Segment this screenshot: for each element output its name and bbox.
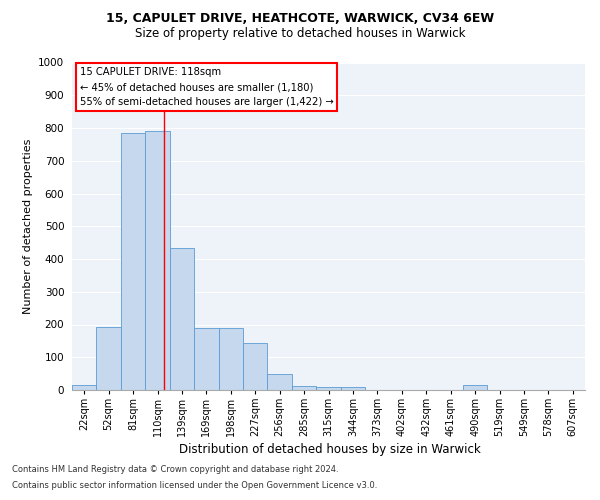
Bar bbox=[97, 327, 121, 390]
Bar bbox=[341, 386, 365, 390]
Bar bbox=[268, 374, 292, 390]
Y-axis label: Number of detached properties: Number of detached properties bbox=[23, 138, 32, 314]
Bar bbox=[463, 385, 487, 390]
Bar bbox=[292, 386, 316, 390]
Text: Contains HM Land Registry data © Crown copyright and database right 2024.: Contains HM Land Registry data © Crown c… bbox=[12, 466, 338, 474]
Text: Size of property relative to detached houses in Warwick: Size of property relative to detached ho… bbox=[135, 28, 465, 40]
Bar bbox=[316, 386, 341, 390]
Bar bbox=[170, 248, 194, 390]
Bar bbox=[243, 343, 268, 390]
Bar bbox=[121, 133, 145, 390]
Bar bbox=[218, 328, 243, 390]
Bar bbox=[145, 132, 170, 390]
Text: Contains public sector information licensed under the Open Government Licence v3: Contains public sector information licen… bbox=[12, 480, 377, 490]
Text: 15, CAPULET DRIVE, HEATHCOTE, WARWICK, CV34 6EW: 15, CAPULET DRIVE, HEATHCOTE, WARWICK, C… bbox=[106, 12, 494, 26]
Bar bbox=[72, 385, 97, 390]
Text: Distribution of detached houses by size in Warwick: Distribution of detached houses by size … bbox=[179, 442, 481, 456]
Text: 15 CAPULET DRIVE: 118sqm
← 45% of detached houses are smaller (1,180)
55% of sem: 15 CAPULET DRIVE: 118sqm ← 45% of detach… bbox=[80, 68, 334, 107]
Bar bbox=[194, 328, 218, 390]
